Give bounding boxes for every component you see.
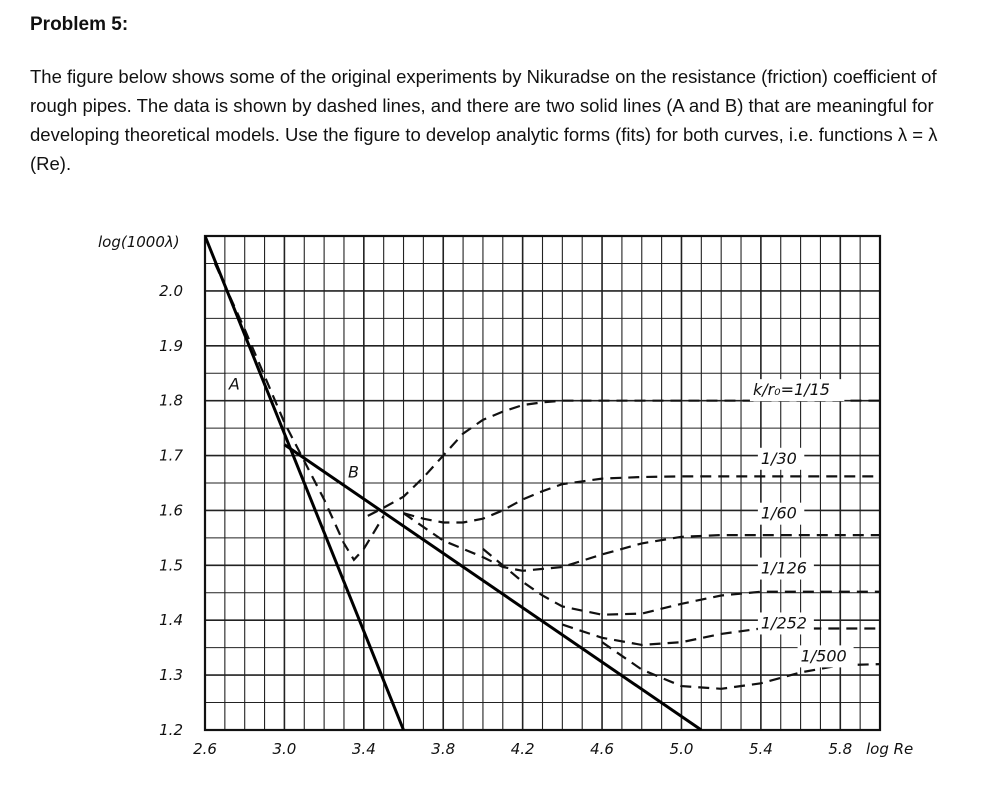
dashed-series-line (403, 475, 880, 524)
curve-label: 1/500 (797, 645, 854, 668)
y-tick-label: 2.0 (159, 282, 183, 300)
x-tick-label: 5.4 (749, 740, 773, 758)
y-axis-title: log(1000λ) (98, 233, 180, 251)
problem-statement: The figure below shows some of the origi… (30, 66, 938, 174)
y-tick-label: 1.4 (159, 611, 183, 629)
x-tick-label: 5.0 (670, 740, 694, 758)
curve-label: A (225, 373, 244, 396)
curve-label-box (757, 612, 814, 635)
chart-frame (203, 234, 882, 732)
curve-label-box (757, 557, 814, 580)
curve-label-box (797, 645, 854, 668)
curve-label: k/r₀=1/15 (749, 379, 845, 402)
curve-labels: A Bk/r₀=1/15 1/30 1/60 1/126 1/252 1/500 (225, 373, 854, 668)
solid-lines-layer (205, 236, 703, 730)
curve-label: 1/126 (757, 557, 814, 580)
curve-label: 1/252 (757, 612, 814, 635)
dashed-series-line (482, 548, 880, 616)
x-tick-label: 5.8 (828, 740, 852, 758)
dashed-series-line (402, 512, 880, 572)
y-tick-label: 1.8 (159, 392, 183, 410)
x-tick-label: 2.6 (193, 740, 217, 758)
y-tick-label: 1.6 (159, 501, 183, 519)
y-tick-label: 1.9 (159, 337, 183, 355)
y-tick-label: 1.7 (159, 447, 183, 465)
x-tick-label: 3.4 (352, 740, 376, 758)
tick-labels: 2.6 3.0 3.4 3.8 4.2 4.6 5.0 5.4 5.8 1.2 1.3 1.4 1.5 1… (159, 282, 852, 758)
curve-label-text: 1/500 (801, 646, 847, 665)
curve-label-text: 1/30 (761, 449, 797, 468)
curve-label-text: 1/126 (761, 559, 807, 578)
curve-label-box (225, 373, 244, 396)
curve-label-text: 1/252 (761, 613, 807, 632)
dashed-series-line (601, 641, 881, 690)
curve-label-box (344, 461, 363, 484)
curve-label: 1/60 (757, 502, 805, 525)
x-tick-label: 4.6 (590, 740, 614, 758)
chart-grid (204, 235, 881, 731)
curve-label-text: B (348, 463, 359, 482)
x-tick-label: 3.8 (431, 740, 455, 758)
x-tick-label: 4.2 (511, 740, 535, 758)
plot-frame (203, 234, 882, 732)
curve-label-text: A (228, 375, 240, 394)
solid-line-a (205, 236, 405, 730)
problem-title: Problem 5: (30, 14, 129, 35)
dashed-series-line (213, 262, 385, 562)
curve-label: B (344, 461, 363, 484)
dashed-series-line (367, 399, 880, 517)
curve-label-text: 1/60 (761, 504, 797, 523)
y-tick-label: 1.5 (159, 556, 183, 574)
solid-line-b (283, 443, 703, 730)
x-tick-label: 3.0 (272, 740, 296, 758)
y-tick-label: 1.2 (159, 721, 183, 739)
curve-label-box (757, 502, 805, 525)
curve-label-text: k/r₀=1/15 (753, 380, 830, 399)
curve-label: 1/30 (757, 447, 805, 470)
curve-label-box (749, 379, 845, 402)
curve-label-box (757, 447, 805, 470)
y-tick-label: 1.3 (159, 666, 183, 684)
x-axis-title: log Re (866, 740, 913, 758)
